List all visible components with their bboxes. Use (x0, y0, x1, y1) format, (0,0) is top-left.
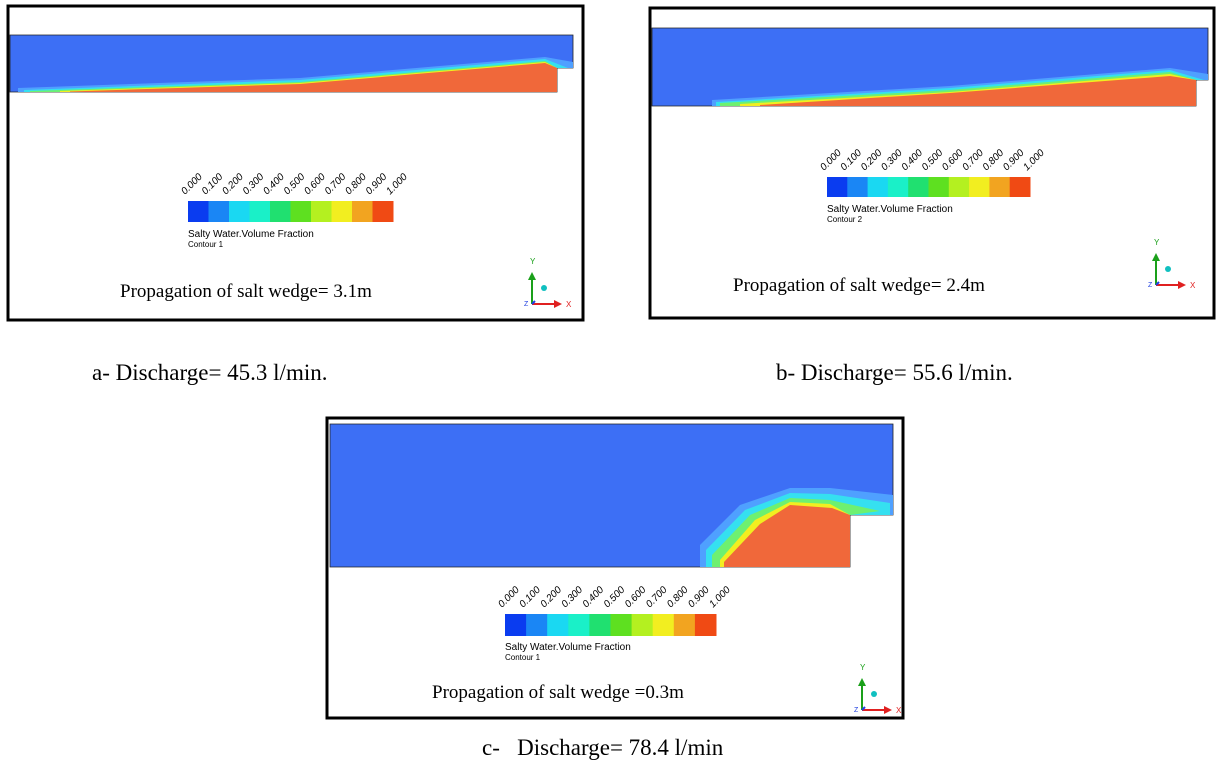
panel: 0.0000.1000.2000.3000.4000.5000.6000.700… (325, 416, 905, 720)
triad-y-label: Y (860, 663, 866, 672)
colorbar-segment (989, 177, 1011, 197)
triad-x-label: X (1190, 281, 1196, 290)
colorbar-segment (928, 177, 950, 197)
salt-wedge-layer (724, 505, 850, 567)
colorbar-segment (568, 614, 590, 636)
caption: b- Discharge= 55.6 l/min. (776, 360, 1013, 385)
colorbar-segment (372, 201, 394, 222)
colorbar-segment (887, 177, 909, 197)
triad-dot (1165, 266, 1171, 272)
colorbar-segment (270, 201, 291, 222)
colorbar-segment (526, 614, 548, 636)
triad-z-axis (1155, 281, 1160, 286)
triad-z-label: Z (524, 301, 529, 308)
salt-wedge-layer (70, 63, 557, 92)
triad-x-label: X (896, 706, 902, 715)
colorbar-segment (311, 201, 332, 222)
triad-y-head (858, 678, 866, 686)
colorbar-segment (827, 177, 848, 197)
colorbar-segment (610, 614, 633, 636)
propagation-text: Propagation of salt wedge =0.3m (432, 682, 684, 703)
colorbar-segment (969, 177, 990, 197)
colorbar-segment (505, 614, 527, 636)
colorbar-segment (229, 201, 250, 222)
triad-y-label: Y (530, 257, 536, 266)
colorbar-segment (331, 201, 353, 222)
colorbar-segment (589, 614, 611, 636)
triad-z-axis (531, 300, 536, 305)
colorbar-segment (847, 177, 869, 197)
contour-name: Contour 1 (505, 653, 541, 662)
salt-wedge-layer (760, 76, 1196, 106)
colorbar-segment (352, 201, 373, 222)
triad-dot (541, 285, 547, 291)
colorbar-segment (908, 177, 929, 197)
colorbar-segment (631, 614, 654, 636)
triad-x-head (554, 300, 562, 308)
caption: c- Discharge= 78.4 l/min (482, 735, 724, 760)
colorbar-segment (694, 614, 717, 636)
propagation-text: Propagation of salt wedge= 2.4m (733, 275, 985, 296)
contour-name: Contour 1 (188, 240, 224, 249)
legend-title: Salty Water.Volume Fraction (827, 204, 953, 215)
panel: 0.0000.1000.2000.3000.4000.5000.6000.700… (648, 6, 1216, 320)
legend-title: Salty Water.Volume Fraction (505, 642, 631, 653)
triad-x-label: X (566, 300, 572, 309)
triad-y-label: Y (1154, 238, 1160, 247)
colorbar-segment (867, 177, 889, 197)
triad-x-head (884, 706, 892, 714)
triad-y-head (1152, 253, 1160, 261)
colorbar-segment (208, 201, 230, 222)
triad-z-axis (861, 706, 866, 711)
triad-y-head (528, 272, 536, 280)
colorbar-segment (188, 201, 209, 222)
legend-title: Salty Water.Volume Fraction (188, 229, 314, 240)
triad-z-label: Z (1148, 282, 1153, 289)
triad-z-label: Z (854, 707, 859, 714)
contour-name: Contour 2 (827, 215, 863, 224)
colorbar-segment (652, 614, 675, 636)
colorbar-segment (290, 201, 312, 222)
colorbar-segment (547, 614, 569, 636)
triad-x-head (1178, 281, 1186, 289)
colorbar-segment (948, 177, 970, 197)
caption: a- Discharge= 45.3 l/min. (92, 360, 327, 385)
panel: 0.0000.1000.2000.3000.4000.5000.6000.700… (6, 4, 585, 322)
colorbar-segment (249, 201, 271, 222)
colorbar-segment (1009, 177, 1031, 197)
propagation-text: Propagation of salt wedge= 3.1m (120, 281, 372, 302)
triad-dot (871, 691, 877, 697)
colorbar-segment (673, 614, 696, 636)
